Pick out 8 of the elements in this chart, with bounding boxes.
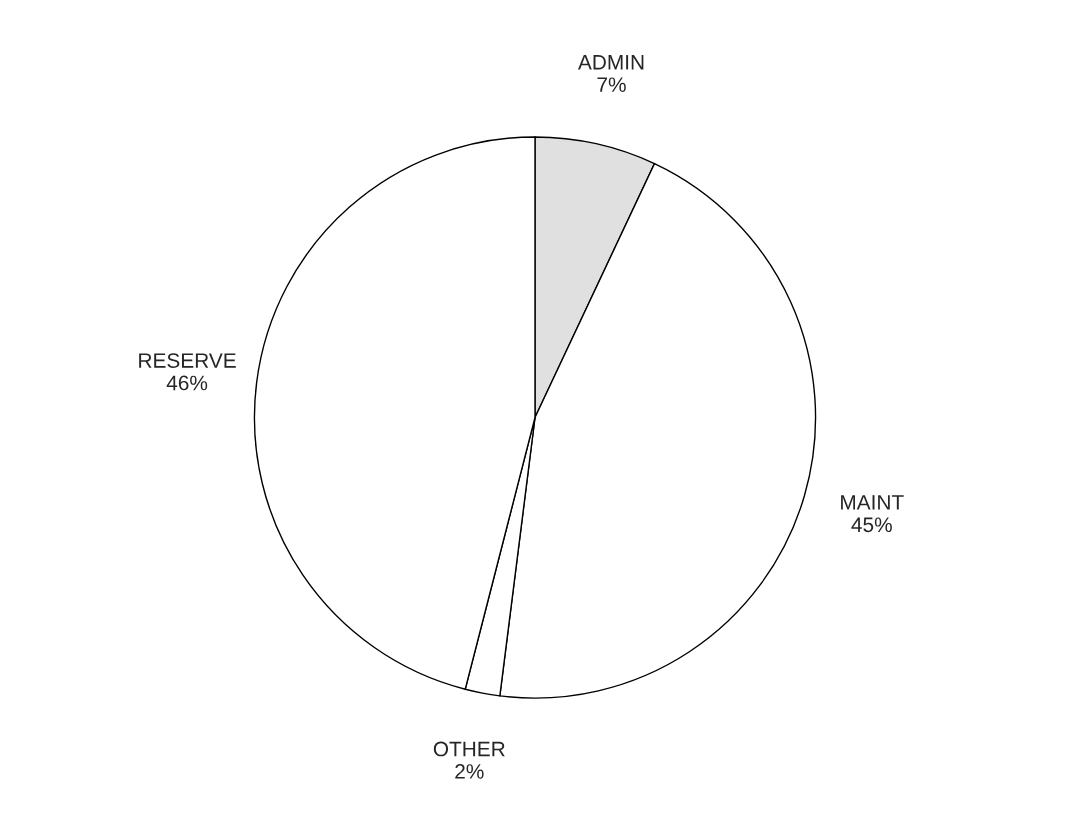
slice-label: MAINT [841,495,904,510]
data-label: 46% [166,375,208,391]
data-label: 45% [851,517,892,533]
slice-label: RESERVE [139,353,236,368]
slice-label: OTHER [433,741,505,757]
slice-label: ADMIN [577,55,644,70]
data-label: 2% [455,764,484,779]
data-label: 7% [597,77,626,92]
